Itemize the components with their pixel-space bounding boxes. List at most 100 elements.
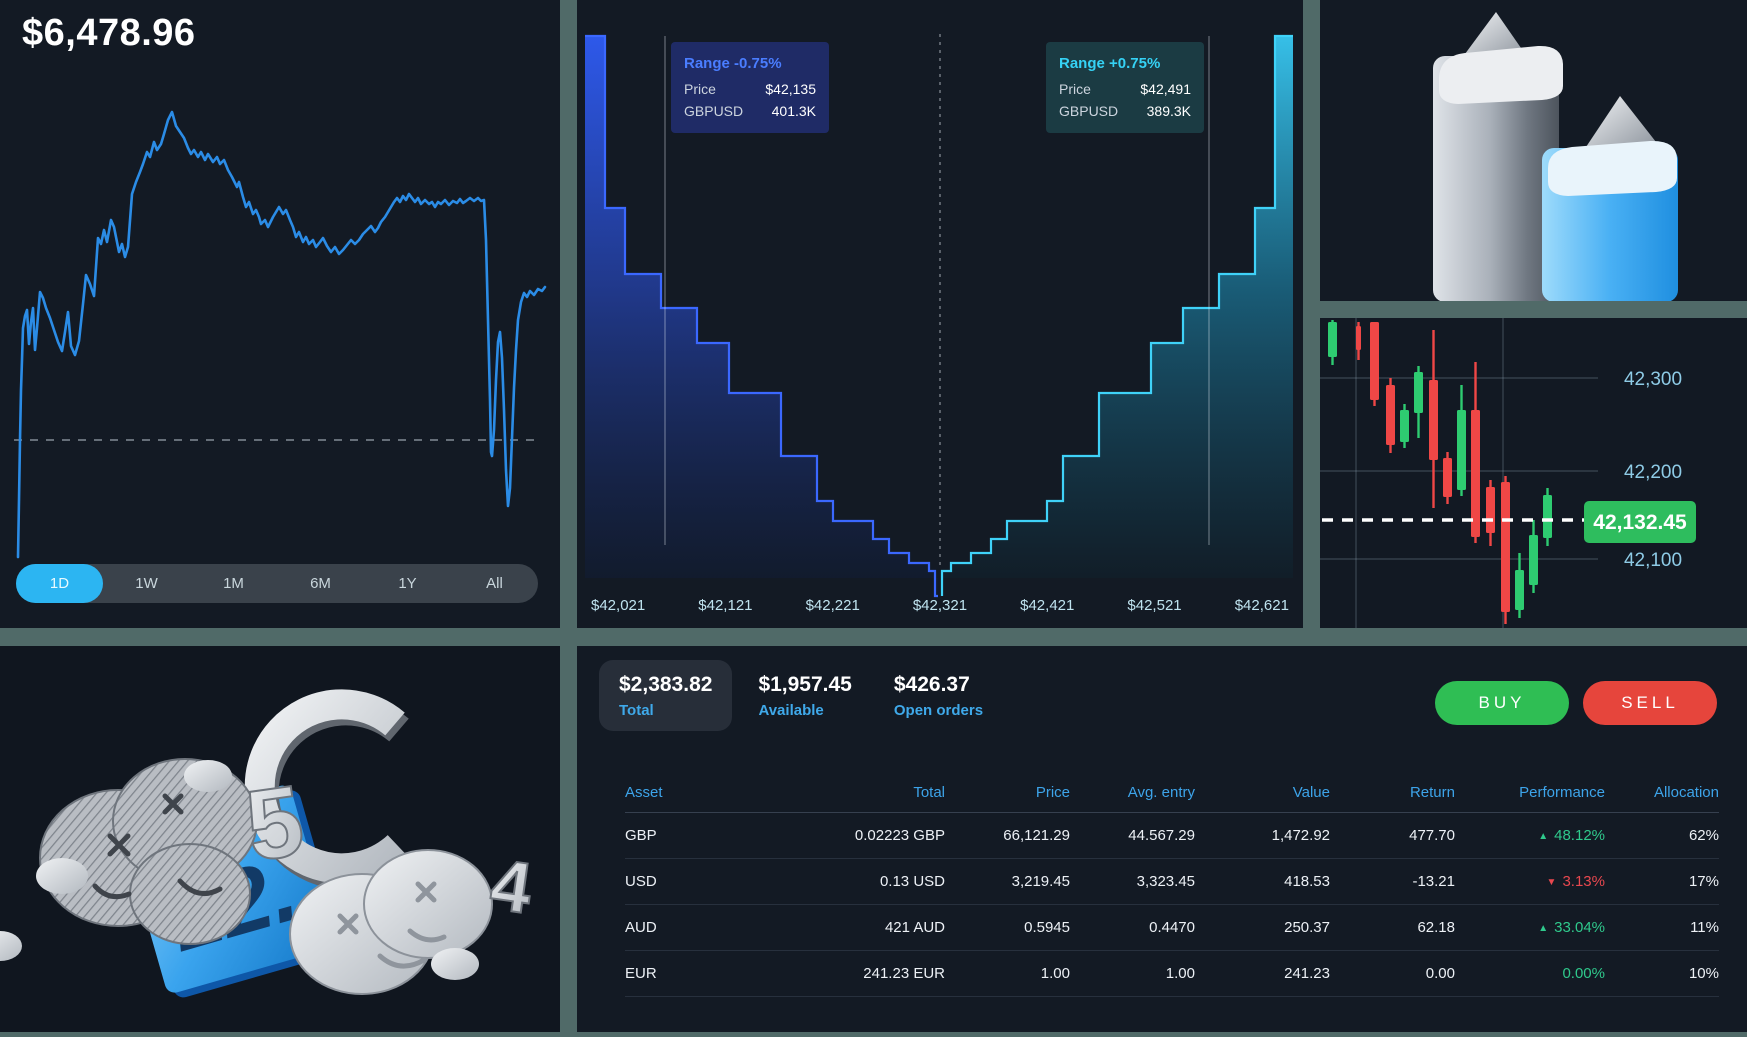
bid-range-tooltip: Range -0.75% Price $42,135 GBPUSD 401.3K <box>671 42 829 133</box>
asset-name: USD <box>625 873 657 890</box>
assets-table: Asset Total Price Avg. entry Value Return Perf… <box>625 772 1719 997</box>
depth-axis-label: $42,021 <box>591 597 646 614</box>
range-pill-1d[interactable]: 1D <box>16 564 103 603</box>
current-price-badge <box>1584 501 1696 543</box>
ask-pair-label: GBPUSD <box>1059 103 1119 119</box>
candle-up <box>1543 495 1552 538</box>
bar-cubes-illustration <box>1433 12 1678 302</box>
open-orders-label: Open orders <box>893 702 984 719</box>
candle-up <box>1515 570 1524 610</box>
asset-row-usd[interactable]: USD 0.13 USD 3,219.45 3,323.45 418.53 -13.21 ▼… <box>625 859 1719 905</box>
candle-down <box>1471 410 1480 537</box>
cubes-art-panel <box>1320 0 1747 302</box>
available-value: $1,957.45 <box>758 673 852 696</box>
avg-entry-cell: 44.567.29 <box>1128 827 1195 844</box>
available-label: Available <box>758 702 824 719</box>
asset-name: EUR <box>625 965 657 982</box>
asset-name: GBP <box>625 827 657 844</box>
return-cell: 62.18 <box>1417 919 1455 936</box>
column-header-avg-entry: Avg. entry <box>1127 783 1195 801</box>
arrow-up-icon: ▲ <box>1538 923 1549 934</box>
asset-row-aud[interactable]: AUD 421 AUD 0.5945 0.4470 250.37 62.18 ▲ 33.04%… <box>625 905 1719 951</box>
return-cell: 477.70 <box>1409 827 1455 844</box>
candle-down <box>1356 326 1361 350</box>
candle-up <box>1457 410 1466 490</box>
depth-chart[interactable] <box>577 0 1303 628</box>
performance-cell: ▼ 3.13% <box>1546 873 1605 890</box>
sell-button[interactable]: SELL <box>1583 681 1717 725</box>
allocation-cell: 10% <box>1688 965 1719 982</box>
avg-entry-cell: 1.00 <box>1165 965 1195 982</box>
candle-up <box>1400 410 1409 442</box>
range-pill-all[interactable]: All <box>451 564 538 603</box>
arrow-up-icon: ▲ <box>1538 831 1549 842</box>
coins-art-panel: 12. 5 4 <box>0 646 560 1032</box>
asset-name: AUD <box>625 919 657 936</box>
bid-pair-label: GBPUSD <box>684 103 744 119</box>
performance-cell: 0.00% <box>1562 965 1605 982</box>
price-cell: 66,121.29 <box>1003 827 1070 844</box>
value-cell: 418.53 <box>1284 873 1330 890</box>
portfolio-panel: $2,383.82 Total $1,957.45 Available $426… <box>577 646 1747 1032</box>
price-axis-label: 42,200 <box>1624 462 1682 483</box>
portfolio-summary: $2,383.82 Total $1,957.45 Available $426… <box>599 660 1025 731</box>
bid-volume-value: 401.3K <box>771 103 816 119</box>
price-cell: 3,219.45 <box>1011 873 1070 890</box>
total-cell: 0.02223 GBP <box>854 827 945 844</box>
column-header-total: Total <box>913 783 945 801</box>
candle-down <box>1501 482 1510 612</box>
avg-entry-cell: 0.4470 <box>1149 919 1195 936</box>
candle-up <box>1414 372 1423 413</box>
candle-down <box>1386 385 1395 445</box>
value-cell: 250.37 <box>1284 919 1330 936</box>
bid-range-title: Range -0.75% <box>684 55 782 72</box>
range-pill-6m[interactable]: 6M <box>277 564 364 603</box>
allocation-cell: 11% <box>1690 919 1719 936</box>
asset-row-gbp[interactable]: GBP 0.02223 GBP 66,121.29 44.567.29 1,472.92… <box>625 813 1719 859</box>
coins-illustration: 12. 5 4 <box>0 689 538 998</box>
ask-range-title: Range +0.75% <box>1059 55 1161 72</box>
column-header-performance: Performance <box>1519 783 1605 801</box>
total-cell: 241.23 EUR <box>863 965 945 982</box>
buy-button[interactable]: BUY <box>1435 681 1569 725</box>
total-value: $2,383.82 <box>619 673 713 696</box>
ask-volume-value: 389.3K <box>1146 103 1191 119</box>
column-header-allocation: Allocation <box>1653 783 1719 801</box>
depth-axis-label: $42,621 <box>1234 597 1289 614</box>
arrow-down-icon: ▼ <box>1546 877 1557 888</box>
available-card: $1,957.45 Available <box>758 660 851 719</box>
balance-panel: $6,478.96 1D 1W 1M 6M 1Y All <box>0 0 560 628</box>
candle-up <box>1529 535 1538 585</box>
candlestick-panel: 42,300 42,200 42,100 42,132.45 <box>1320 318 1747 628</box>
range-pill-1m[interactable]: 1M <box>190 564 277 603</box>
column-header-price: Price <box>1035 783 1070 801</box>
column-header-value: Value <box>1292 783 1330 801</box>
candle-up <box>1328 322 1337 357</box>
current-price-value: 42,132.45 <box>1593 511 1687 534</box>
ask-price-value: $42,491 <box>1140 81 1191 97</box>
candle-down <box>1486 487 1495 533</box>
depth-price-axis: $42,021 $42,121 $42,221 $42,321 $42,421 $42,5… <box>591 597 1289 614</box>
allocation-cell: 17% <box>1688 873 1719 890</box>
total-cell: 421 AUD <box>884 919 945 936</box>
candle-down <box>1370 322 1379 400</box>
value-cell: 241.23 <box>1284 965 1330 982</box>
balance-line-chart[interactable] <box>0 60 560 560</box>
price-axis-label: 42,100 <box>1624 550 1682 571</box>
performance-cell: ▲ 33.04% <box>1538 919 1605 936</box>
candlestick-chart[interactable]: 42,300 42,200 42,100 42,132.45 <box>1320 318 1747 628</box>
total-cell: 0.13 USD <box>879 873 945 890</box>
range-pill-1w[interactable]: 1W <box>103 564 190 603</box>
avg-entry-cell: 3,323.45 <box>1136 873 1195 890</box>
range-pill-1y[interactable]: 1Y <box>364 564 451 603</box>
open-orders-card: $426.37 Open orders <box>894 660 983 719</box>
asset-row-eur[interactable]: EUR 241.23 EUR 1.00 1.00 241.23 0.00 0.00% 10% <box>625 951 1719 997</box>
ask-price-label: Price <box>1059 81 1091 97</box>
value-cell: 1,472.92 <box>1271 827 1330 844</box>
total-label: Total <box>619 702 654 719</box>
depth-axis-label: $42,221 <box>805 597 860 614</box>
return-cell: -13.21 <box>1412 873 1455 890</box>
bid-price-value: $42,135 <box>765 81 816 97</box>
table-header-row: Asset Total Price Avg. entry Value Return Perf… <box>625 772 1719 813</box>
